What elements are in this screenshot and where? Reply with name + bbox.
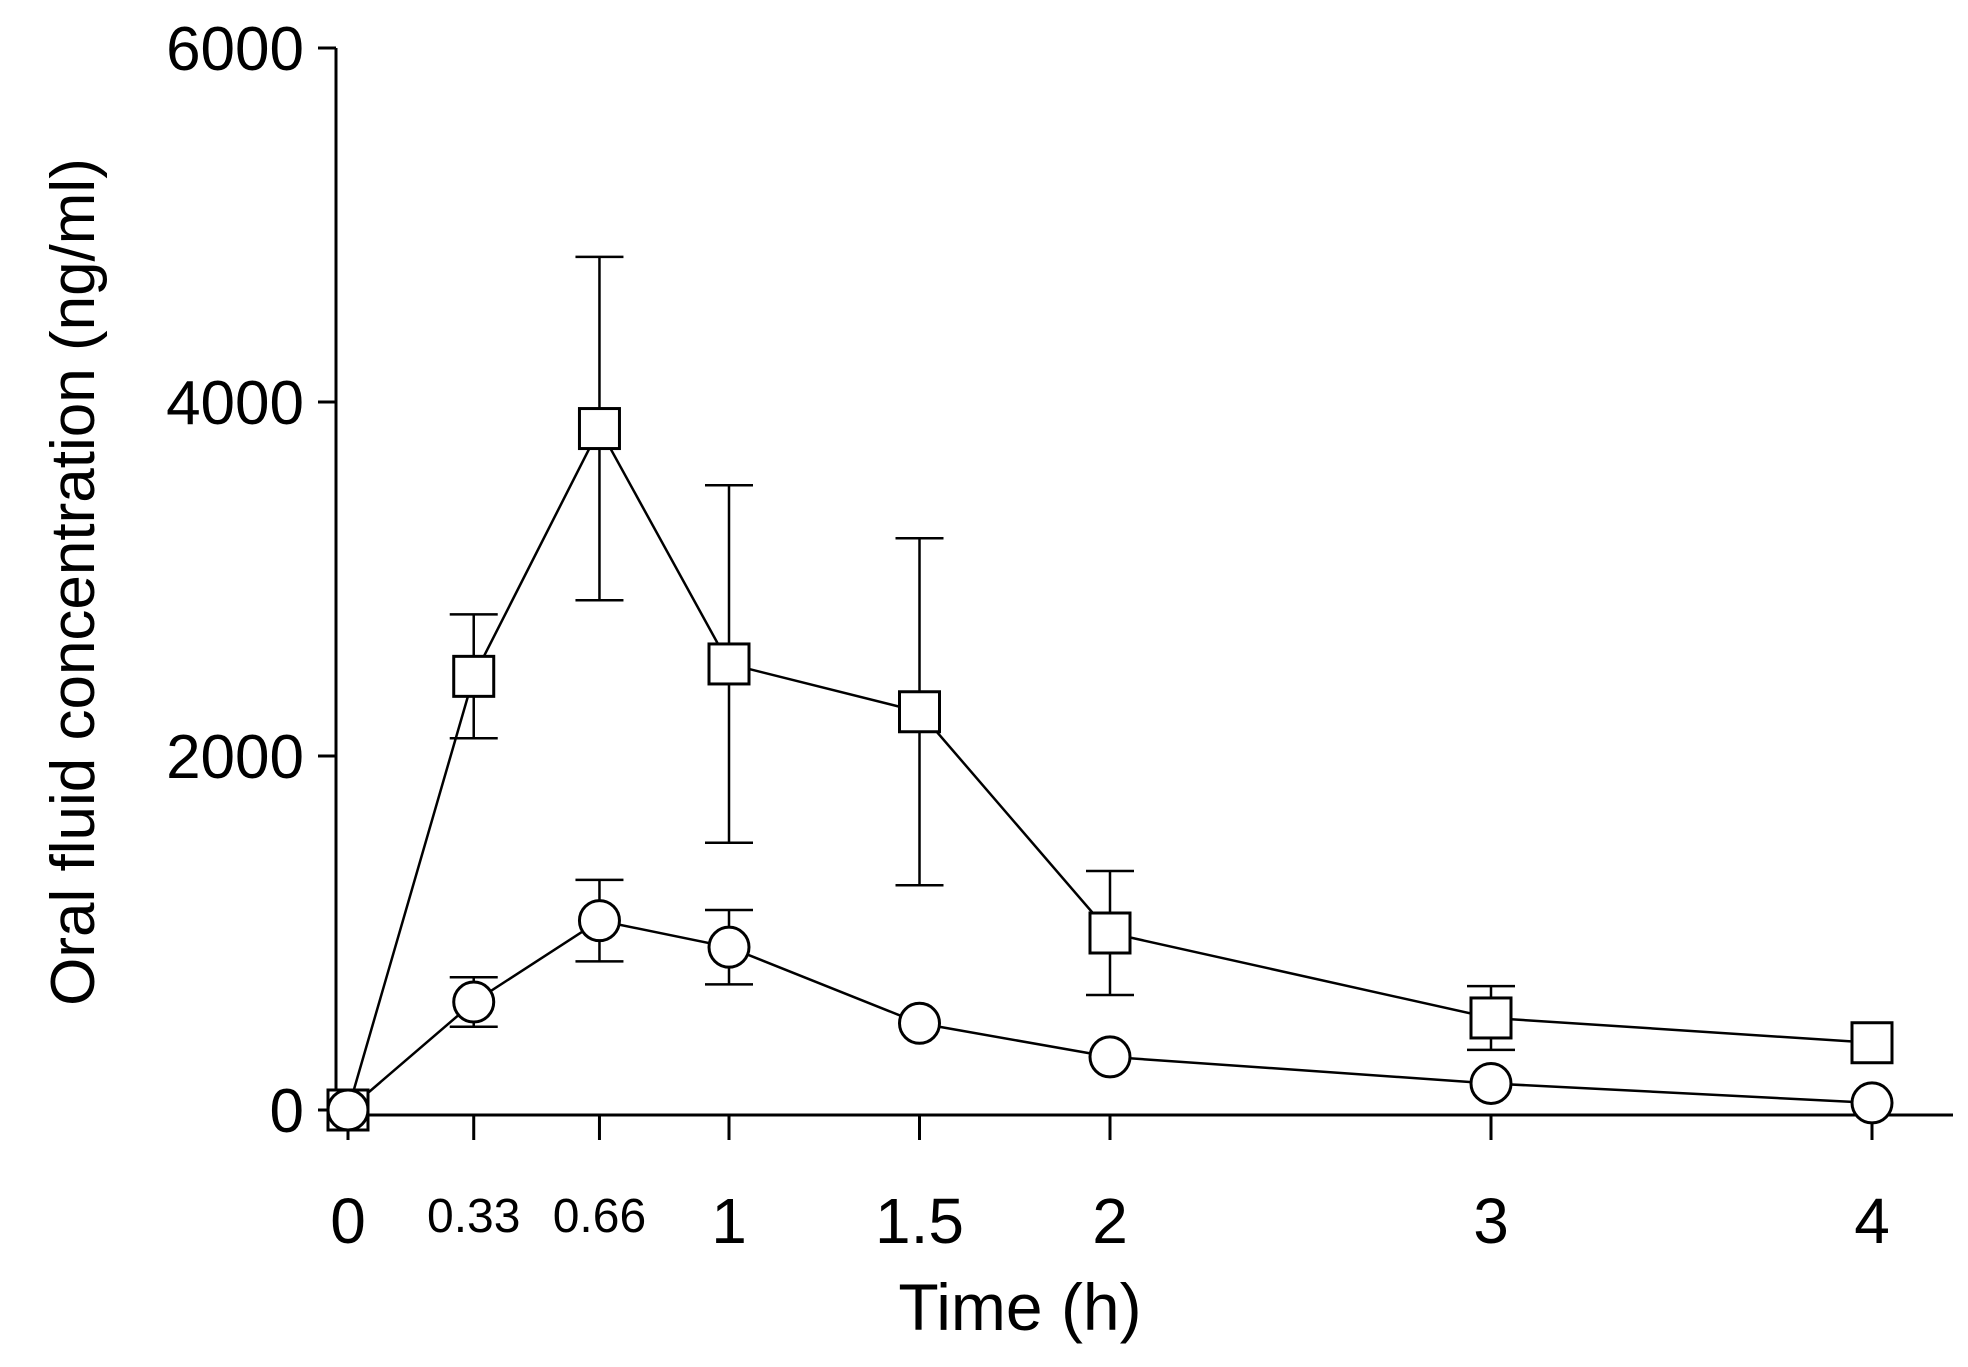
x-ticks: 0 0.33 0.66 1 1.5 2 3 4 (330, 1115, 1890, 1257)
x-tick-label: 1 (711, 1185, 747, 1257)
y-tick-label: 2000 (166, 723, 304, 792)
y-ticks: 0 2000 4000 6000 (166, 15, 336, 1146)
x-axis-label: Time (h) (898, 1270, 1141, 1344)
data-point-square (1469, 996, 1513, 1040)
data-point-circle (707, 925, 751, 969)
y-tick-label: 0 (270, 1077, 304, 1146)
x-tick-label: 4 (1854, 1185, 1890, 1257)
x-tick-label: 1.5 (875, 1185, 964, 1257)
data-point-circle (326, 1088, 370, 1132)
series-lines (346, 425, 1873, 1111)
data-point-circle (1088, 1035, 1132, 1079)
data-point-square (452, 654, 496, 698)
x-tick-label: 3 (1473, 1185, 1509, 1257)
series-line-square (346, 425, 1873, 1111)
data-point-square (707, 642, 751, 686)
data-point-circle (452, 980, 496, 1024)
x-tick-label: 2 (1092, 1185, 1128, 1257)
data-point-square (1850, 1021, 1894, 1065)
data-point-square (898, 690, 941, 734)
y-tick-label: 6000 (166, 15, 304, 84)
data-point-circle (898, 1001, 941, 1045)
data-point-square (577, 407, 621, 451)
y-tick-label: 4000 (166, 369, 304, 438)
x-tick-label: 0.66 (553, 1190, 646, 1243)
y-axis-label: Oral fluid concentration (ng/ml) (39, 158, 108, 1006)
data-markers (326, 407, 1894, 1132)
data-point-circle (1469, 1061, 1513, 1105)
x-tick-label: 0 (330, 1185, 366, 1257)
series-line-circle (347, 919, 1873, 1111)
data-point-square (1088, 911, 1132, 955)
data-point-circle (1850, 1081, 1894, 1125)
data-point-circle (577, 899, 621, 943)
axes (334, 48, 1953, 1117)
x-tick-label: 0.33 (427, 1190, 520, 1243)
